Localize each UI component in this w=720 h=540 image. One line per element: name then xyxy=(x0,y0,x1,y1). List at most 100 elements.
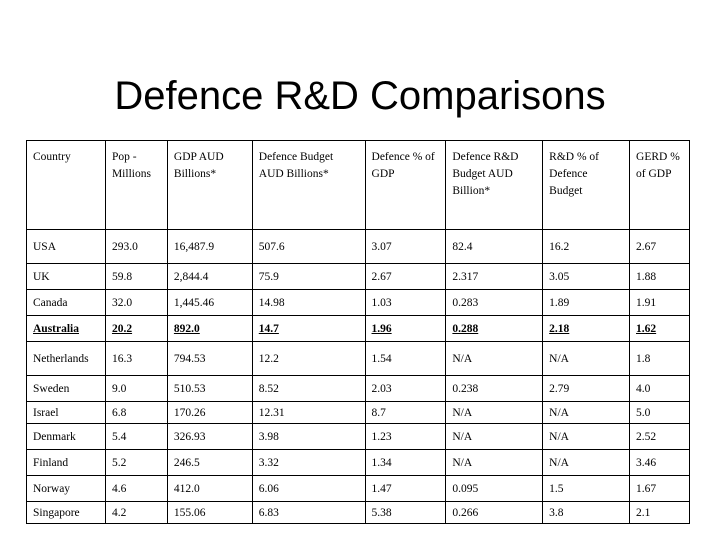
country-cell: Netherlands xyxy=(26,341,106,376)
value-cell: 0.095 xyxy=(445,475,544,502)
value-cell: 12.2 xyxy=(251,341,366,376)
value-cell: 3.98 xyxy=(251,423,366,450)
column-header: Pop - Millions xyxy=(104,140,168,230)
country-cell: USA xyxy=(26,229,106,264)
value-cell: 3.46 xyxy=(629,449,690,476)
table-row: Denmark 5.4 326.93 3.98 1.23 N/A N/A 2.52 xyxy=(26,423,690,450)
value-cell: 4.6 xyxy=(104,475,168,502)
value-cell: 9.0 xyxy=(104,375,168,402)
value-cell: N/A xyxy=(445,401,544,424)
country-cell: UK xyxy=(26,263,106,290)
value-cell: 6.83 xyxy=(251,501,366,524)
value-cell: 2,844.4 xyxy=(166,263,253,290)
country-cell: Canada xyxy=(26,289,106,316)
value-cell: 59.8 xyxy=(104,263,168,290)
value-cell: 75.9 xyxy=(251,263,366,290)
column-header: R&D % of Defence Budget xyxy=(542,140,631,230)
value-cell: 5.4 xyxy=(104,423,168,450)
value-cell: N/A xyxy=(542,401,631,424)
table-row: Israel 6.8 170.26 12.31 8.7 N/A N/A 5.0 xyxy=(26,401,690,424)
value-cell: 8.7 xyxy=(364,401,447,424)
country-cell: Sweden xyxy=(26,375,106,402)
value-cell: 16.3 xyxy=(104,341,168,376)
value-cell: 1.34 xyxy=(364,449,447,476)
value-cell: 0.266 xyxy=(445,501,544,524)
value-cell: 510.53 xyxy=(166,375,253,402)
value-cell: 14.98 xyxy=(251,289,366,316)
value-cell: N/A xyxy=(445,449,544,476)
value-cell: 2.67 xyxy=(629,229,690,264)
value-cell: 82.4 xyxy=(445,229,544,264)
value-cell: 412.0 xyxy=(166,475,253,502)
value-cell: N/A xyxy=(542,423,631,450)
value-cell: 246.5 xyxy=(166,449,253,476)
country-cell: Denmark xyxy=(26,423,106,450)
value-cell: N/A xyxy=(542,449,631,476)
table-row: Netherlands 16.3 794.53 12.2 1.54 N/A N/A 1.8 xyxy=(26,341,690,376)
value-cell: 1.5 xyxy=(542,475,631,502)
value-cell: 5.0 xyxy=(629,401,690,424)
value-cell: 12.31 xyxy=(251,401,366,424)
slide-title: Defence R&D Comparisons xyxy=(114,74,606,118)
value-cell: 16.2 xyxy=(542,229,631,264)
value-cell: 1.62 xyxy=(629,315,690,342)
country-cell: Australia xyxy=(26,315,106,342)
table-row: UK 59.8 2,844.4 75.9 2.67 2.317 3.05 1.88 xyxy=(26,263,690,290)
value-cell: 3.07 xyxy=(364,229,447,264)
country-cell: Finland xyxy=(26,449,106,476)
table-row: Australia 20.2 892.0 14.7 1.96 0.288 2.18 1.62 xyxy=(26,315,690,342)
value-cell: 2.79 xyxy=(542,375,631,402)
table-row: USA 293.0 16,487.9 507.6 3.07 82.4 16.2 2.67 xyxy=(26,229,690,264)
value-cell: 1.03 xyxy=(364,289,447,316)
comparison-table: Country Pop - Millions GDP AUD Billions* De… xyxy=(26,140,690,524)
table-row: Singapore 4.2 155.06 6.83 5.38 0.266 3.8 2.1 xyxy=(26,501,690,524)
value-cell: 6.06 xyxy=(251,475,366,502)
value-cell: 507.6 xyxy=(251,229,366,264)
table-row: Finland 5.2 246.5 3.32 1.34 N/A N/A 3.46 xyxy=(26,449,690,476)
value-cell: 155.06 xyxy=(166,501,253,524)
value-cell: 16,487.9 xyxy=(166,229,253,264)
table-body: USA 293.0 16,487.9 507.6 3.07 82.4 16.2 2.67 UK 5… xyxy=(26,229,690,524)
value-cell: 20.2 xyxy=(104,315,168,342)
value-cell: 6.8 xyxy=(104,401,168,424)
value-cell: 1.23 xyxy=(364,423,447,450)
value-cell: 1.67 xyxy=(629,475,690,502)
value-cell: 2.52 xyxy=(629,423,690,450)
value-cell: 3.8 xyxy=(542,501,631,524)
value-cell: 2.18 xyxy=(542,315,631,342)
value-cell: N/A xyxy=(445,423,544,450)
value-cell: 0.288 xyxy=(445,315,544,342)
header-row: Country Pop - Millions GDP AUD Billions* De… xyxy=(26,140,690,230)
value-cell: 4.2 xyxy=(104,501,168,524)
value-cell: 794.53 xyxy=(166,341,253,376)
country-cell: Norway xyxy=(26,475,106,502)
value-cell: 14.7 xyxy=(251,315,366,342)
column-header: Defence R&D Budget AUD Billion* xyxy=(445,140,544,230)
column-header: GDP AUD Billions* xyxy=(166,140,253,230)
column-header: Country xyxy=(26,140,106,230)
table-row: Sweden 9.0 510.53 8.52 2.03 0.238 2.79 4.0 xyxy=(26,375,690,402)
value-cell: 2.317 xyxy=(445,263,544,290)
table-row: Canada 32.0 1,445.46 14.98 1.03 0.283 1.89 1.91 xyxy=(26,289,690,316)
value-cell: 4.0 xyxy=(629,375,690,402)
value-cell: 326.93 xyxy=(166,423,253,450)
value-cell: 892.0 xyxy=(166,315,253,342)
country-cell: Israel xyxy=(26,401,106,424)
value-cell: 5.2 xyxy=(104,449,168,476)
value-cell: 293.0 xyxy=(104,229,168,264)
column-header: Defence Budget AUD Billions* xyxy=(251,140,366,230)
value-cell: 2.67 xyxy=(364,263,447,290)
value-cell: N/A xyxy=(542,341,631,376)
value-cell: 1,445.46 xyxy=(166,289,253,316)
value-cell: 1.8 xyxy=(629,341,690,376)
value-cell: 2.03 xyxy=(364,375,447,402)
value-cell: 8.52 xyxy=(251,375,366,402)
column-header: Defence % of GDP xyxy=(364,140,447,230)
value-cell: 5.38 xyxy=(364,501,447,524)
value-cell: 1.96 xyxy=(364,315,447,342)
value-cell: 1.89 xyxy=(542,289,631,316)
value-cell: 32.0 xyxy=(104,289,168,316)
value-cell: 170.26 xyxy=(166,401,253,424)
value-cell: 3.05 xyxy=(542,263,631,290)
table-row: Norway 4.6 412.0 6.06 1.47 0.095 1.5 1.67 xyxy=(26,475,690,502)
